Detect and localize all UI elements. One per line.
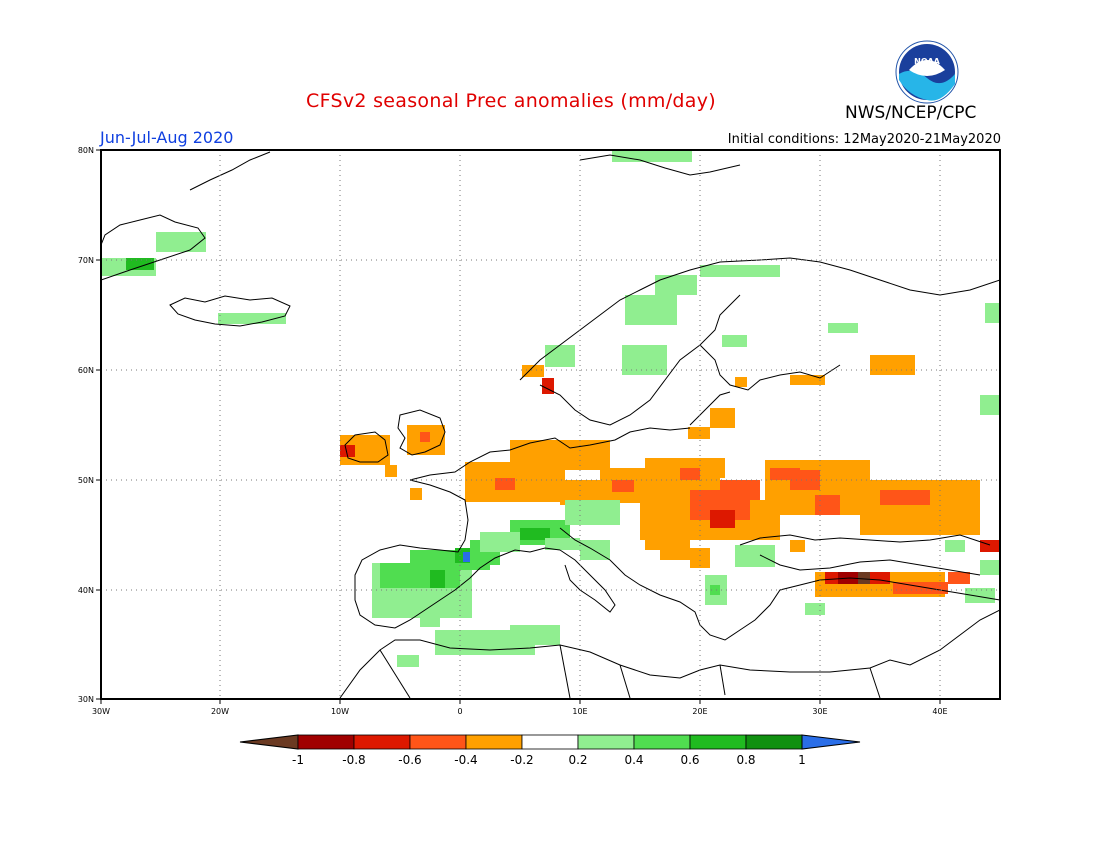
legend-swatch-min: [239, 734, 299, 750]
lon-label: 30E: [812, 707, 827, 716]
legend-tick-label: 1: [798, 753, 806, 767]
lat-label: 70N: [78, 256, 94, 265]
legend-tick-label: 0.6: [680, 753, 699, 767]
legend-tick-label: 0.2: [568, 753, 587, 767]
lon-labels: 30W 20W 10W 0 10E 20E 30E 40E: [92, 707, 948, 716]
legend-swatch-max: [801, 734, 861, 750]
season-label: Jun-Jul-Aug 2020: [100, 128, 234, 147]
lat-label: 40N: [78, 586, 94, 595]
map-background: [101, 150, 1000, 699]
anomaly-cells: [101, 150, 1000, 667]
legend-tick-label: -0.2: [510, 753, 533, 767]
lon-label: 10E: [572, 707, 587, 716]
lon-label: 0: [457, 707, 462, 716]
legend-swatch: [521, 734, 579, 750]
coastlines: [101, 151, 1000, 699]
lon-label: 30W: [92, 707, 110, 716]
lat-labels: 80N 70N 60N 50N 40N 30N: [78, 146, 94, 704]
agency-label: NWS/NCEP/CPC: [845, 103, 977, 123]
lon-label: 40E: [932, 707, 947, 716]
color-legend: -1 -0.8 -0.6 -0.4 -0.2 0.2 0.4 0.6 0.8 1: [239, 734, 861, 767]
legend-tick-label: 0.4: [624, 753, 643, 767]
axis-ticks: [96, 149, 941, 704]
legend-swatch: [409, 734, 467, 750]
legend-swatch: [689, 734, 747, 750]
legend-tick-label: 0.8: [736, 753, 755, 767]
noaa-logo-text: NOAA: [914, 57, 940, 66]
initial-conditions-label: Initial conditions: 12May2020-21May2020: [727, 132, 1001, 147]
legend-swatch: [577, 734, 635, 750]
legend-tick-label: -0.4: [454, 753, 477, 767]
lat-label: 60N: [78, 366, 94, 375]
map-frame: [100, 149, 1001, 700]
lat-label: 30N: [78, 695, 94, 704]
anomaly-map: 80N 70N 60N 50N 40N 30N 30W 20W 10W 0 10…: [78, 146, 1001, 716]
legend-swatches: [239, 734, 861, 750]
noaa-logo: NOAA: [895, 40, 959, 104]
lat-label: 50N: [78, 476, 94, 485]
legend-swatch: [633, 734, 691, 750]
legend-swatch: [297, 734, 355, 750]
map-title: CFSv2 seasonal Prec anomalies (mm/day): [306, 90, 716, 112]
legend-swatch: [745, 734, 803, 750]
lat-label: 80N: [78, 146, 94, 155]
legend-swatch: [353, 734, 411, 750]
legend-swatch: [465, 734, 523, 750]
legend-tick-label: -0.6: [398, 753, 421, 767]
lon-label: 10W: [331, 707, 349, 716]
lon-label: 20E: [692, 707, 707, 716]
legend-labels: -1 -0.8 -0.6 -0.4 -0.2 0.2 0.4 0.6 0.8 1: [292, 753, 806, 767]
lon-label: 20W: [211, 707, 229, 716]
legend-tick-label: -0.8: [342, 753, 365, 767]
legend-tick-label: -1: [292, 753, 304, 767]
